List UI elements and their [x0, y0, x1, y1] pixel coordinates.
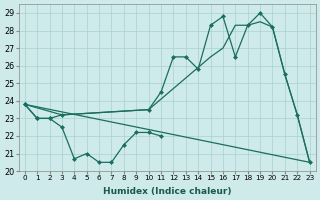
X-axis label: Humidex (Indice chaleur): Humidex (Indice chaleur): [103, 187, 231, 196]
